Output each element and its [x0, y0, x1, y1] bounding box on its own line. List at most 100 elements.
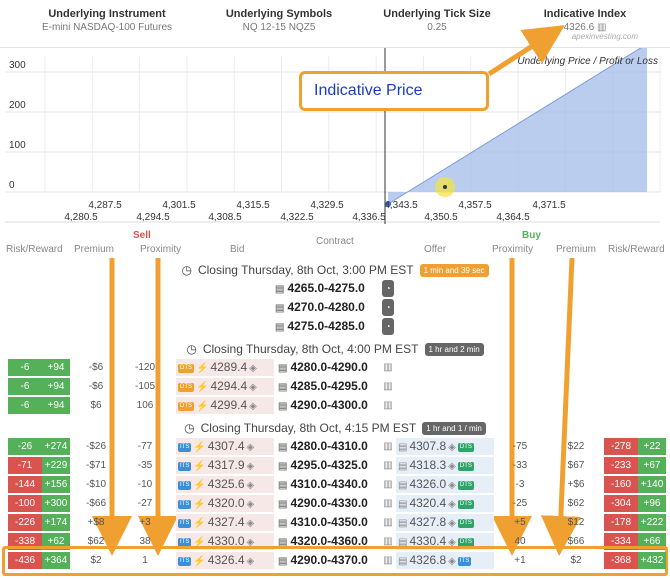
risk-value-buy: -368 — [604, 552, 638, 569]
bid-cell[interactable]: DTS ⚡ 4294.4 ◈ — [176, 378, 274, 395]
contract-label: 4285.0-4295.0 — [290, 379, 368, 393]
bar-chart-icon[interactable]: ▥ — [383, 479, 393, 490]
document-icon: ▤ — [278, 442, 288, 453]
contract-cell[interactable]: ▤ 4290.0-4330.0 — [278, 495, 388, 512]
table-row[interactable]: -26 +274 -$26 -77 ITS ⚡ 4307.4 ◈ ▤ 4280.0-4310.0 ▥… — [0, 437, 670, 456]
bid-cell[interactable]: ITS ⚡ 4325.6 ◈ — [176, 476, 274, 493]
bar-chart-icon[interactable]: ▥ — [383, 460, 393, 471]
contract-cell[interactable]: ▤ 4275.0-4285.0 — [275, 318, 385, 335]
contract-label: 4280.0-4290.0 — [290, 360, 368, 374]
contract-cell[interactable]: ▤ 4295.0-4325.0 — [278, 457, 388, 474]
bid-cell[interactable]: ITS ⚡ 4326.4 ◈ — [176, 552, 274, 569]
risk-value: -144 — [8, 476, 42, 493]
contract-cell[interactable]: ▤ 4310.0-4350.0 — [278, 514, 388, 531]
bar-chart-icon[interactable]: ▥ — [383, 441, 393, 452]
lock-icon[interactable]: ◔ — [382, 318, 394, 335]
bar-chart-icon[interactable]: ▥ — [383, 517, 393, 528]
reward-value: +94 — [42, 378, 70, 395]
section-header-3[interactable]: ◷ Closing Thursday, 8th Oct, 4:15 PM EST… — [170, 418, 500, 438]
lock-icon[interactable]: ◔ — [382, 299, 394, 316]
x-tick-label: 4,301.5 — [162, 200, 196, 211]
contract-label: 4270.0-4280.0 — [287, 300, 365, 314]
bid-cell[interactable]: ITS ⚡ 4327.4 ◈ — [176, 514, 274, 531]
offer-cell[interactable]: ▤ 4330.4 ◈ DTS — [396, 533, 494, 550]
offer-cell[interactable]: ▤ 4318.3 ◈ DTS — [396, 457, 494, 474]
table-row[interactable]: -100 +300 -$66 -27 ITS ⚡ 4320.0 ◈ ▤ 4290.0-4330.0… — [0, 494, 670, 513]
offer-cell[interactable]: ▤ 4327.8 ◈ DTS — [396, 514, 494, 531]
contract-cell[interactable]: ▤ 4320.0-4360.0 — [278, 533, 388, 550]
bar-chart-icon[interactable]: ▥ — [383, 400, 393, 411]
offer-cell[interactable]: ▤ 4326.8 ◈ ITS — [396, 552, 494, 569]
document-icon: ▤ — [278, 382, 288, 393]
table-row[interactable]: -436 +364 $2 1 ITS ⚡ 4326.4 ◈ ▤ 4290.0-4370.0 ▥ ▤ 43… — [0, 551, 670, 570]
x-tick-label: 4,364.5 — [496, 212, 530, 223]
bid-cell[interactable]: DTS ⚡ 4289.4 ◈ — [176, 359, 274, 376]
bar-chart-icon[interactable]: ▥ — [383, 381, 393, 392]
contract-cell[interactable]: ▤ 4280.0-4290.0 — [278, 359, 388, 376]
table-row[interactable]: -71 +229 -$71 -35 ITS ⚡ 4317.9 ◈ ▤ 4295.0-4325.0 ▥… — [0, 456, 670, 475]
bar-chart-icon[interactable]: ▥ — [383, 536, 393, 547]
section-header-2[interactable]: ◷ Closing Thursday, 8th Oct, 4:00 PM EST… — [170, 339, 500, 359]
offer-cell[interactable]: ▤ 4307.8 ◈ DTS — [396, 438, 494, 455]
contract-header: Contract — [316, 236, 354, 247]
bar-chart-icon[interactable]: ▥ — [383, 498, 393, 509]
contract-label: 4265.0-4275.0 — [287, 281, 365, 295]
document-icon: ▤ — [278, 461, 288, 472]
reward-value-buy: +140 — [638, 476, 666, 493]
bid-cell[interactable]: ITS ⚡ 4317.9 ◈ — [176, 457, 274, 474]
bid-cell[interactable]: DTS ⚡ 4299.4 ◈ — [176, 397, 274, 414]
contract-cell[interactable]: ▤ 4290.0-4370.0 — [278, 552, 388, 569]
document-icon: ▤ — [398, 537, 408, 548]
section-1-badge: 1 min and 39 sec — [419, 263, 489, 277]
premium-right-header: Premium — [556, 244, 597, 255]
bar-chart-icon[interactable]: ▥ — [383, 555, 393, 566]
lightning-icon: ⚡ — [193, 518, 206, 529]
contract-cell[interactable]: ▤ 4290.0-4300.0 — [278, 397, 388, 414]
tag-icon: ◈ — [246, 556, 255, 567]
offer-cell[interactable]: ▤ 4326.0 ◈ DTS — [396, 476, 494, 493]
document-icon: ▤ — [278, 401, 288, 412]
table-row[interactable]: -144 +156 -$10 -10 ITS ⚡ 4325.6 ◈ ▤ 4310.0-4340.0… — [0, 475, 670, 494]
table-row[interactable]: -6 +94 -$6 -105 DTS ⚡ 4294.4 ◈ ▤ 4285.0-4295.0 ▥ — [0, 377, 670, 396]
table-row[interactable]: ▤ 4265.0-4275.0 ◔ — [0, 279, 670, 298]
premium-buy: $22 — [567, 441, 585, 452]
bid-cell[interactable]: ITS ⚡ 4330.0 ◈ — [176, 533, 274, 550]
contract-label: 4310.0-4340.0 — [290, 477, 368, 491]
table-row[interactable]: -6 +94 $6 106 DTS ⚡ 4299.4 ◈ ▤ 4290.0-4300.0 ▥ — [0, 396, 670, 415]
tag-icon: ◈ — [249, 363, 257, 374]
lightning-icon: ⚡ — [193, 556, 206, 567]
table-row[interactable]: -338 +62 $62 38 ITS ⚡ 4330.0 ◈ ▤ 4320.0-4360.0 ▥ ▤ 4… — [0, 532, 670, 551]
table-row[interactable]: -226 +174 +$8 +3 ITS ⚡ 4327.4 ◈ ▤ 4310.0-4350.0 ▥ ▤… — [0, 513, 670, 532]
indicative-marker-dot — [443, 185, 447, 189]
ts-badge: DTS — [457, 461, 474, 471]
risk-value: -26 — [8, 438, 42, 455]
reward-value-buy: +432 — [638, 552, 666, 569]
document-icon: ▤ — [278, 537, 288, 548]
table-row[interactable]: ▤ 4270.0-4280.0 ◔ — [0, 298, 670, 317]
lock-icon[interactable]: ◔ — [382, 280, 394, 297]
contract-cell[interactable]: ▤ 4285.0-4295.0 — [278, 378, 388, 395]
proximity-sell: -27 — [137, 498, 153, 509]
contract-cell[interactable]: ▤ 4270.0-4280.0 — [275, 299, 385, 316]
contract-cell[interactable]: ▤ 4310.0-4340.0 — [278, 476, 388, 493]
proximity-sell: -120 — [134, 362, 155, 373]
premium-sell: $2 — [90, 555, 102, 566]
bid-cell[interactable]: ITS ⚡ 4320.0 ◈ — [176, 495, 274, 512]
bid-value: 4307.4 — [207, 439, 245, 453]
contract-cell[interactable]: ▤ 4280.0-4310.0 — [278, 438, 388, 455]
table-row[interactable]: -6 +94 -$6 -120 DTS ⚡ 4289.4 ◈ ▤ 4280.0-4290.0 ▥ — [0, 358, 670, 377]
section-header-1[interactable]: ◷ Closing Thursday, 8th Oct, 3:00 PM EST… — [170, 260, 500, 280]
section-2-label: Closing Thursday, 8th Oct, 4:00 PM EST — [202, 342, 419, 356]
profit-area — [388, 48, 648, 204]
risk-value: -226 — [8, 514, 42, 531]
ts-badge: DTS — [457, 442, 474, 452]
reward-value-buy: +222 — [638, 514, 666, 531]
contract-cell[interactable]: ▤ 4265.0-4275.0 — [275, 280, 385, 297]
offer-cell[interactable]: ▤ 4320.4 ◈ DTS — [396, 495, 494, 512]
bar-chart-icon[interactable]: ▥ — [383, 362, 393, 373]
bid-cell[interactable]: ITS ⚡ 4307.4 ◈ — [176, 438, 274, 455]
indicative-index-number: 4326.6 — [563, 22, 595, 33]
premium-buy: $12 — [567, 517, 585, 528]
table-row[interactable]: ▤ 4275.0-4285.0 ◔ — [0, 317, 670, 336]
bid-value: 4320.0 — [207, 496, 245, 510]
